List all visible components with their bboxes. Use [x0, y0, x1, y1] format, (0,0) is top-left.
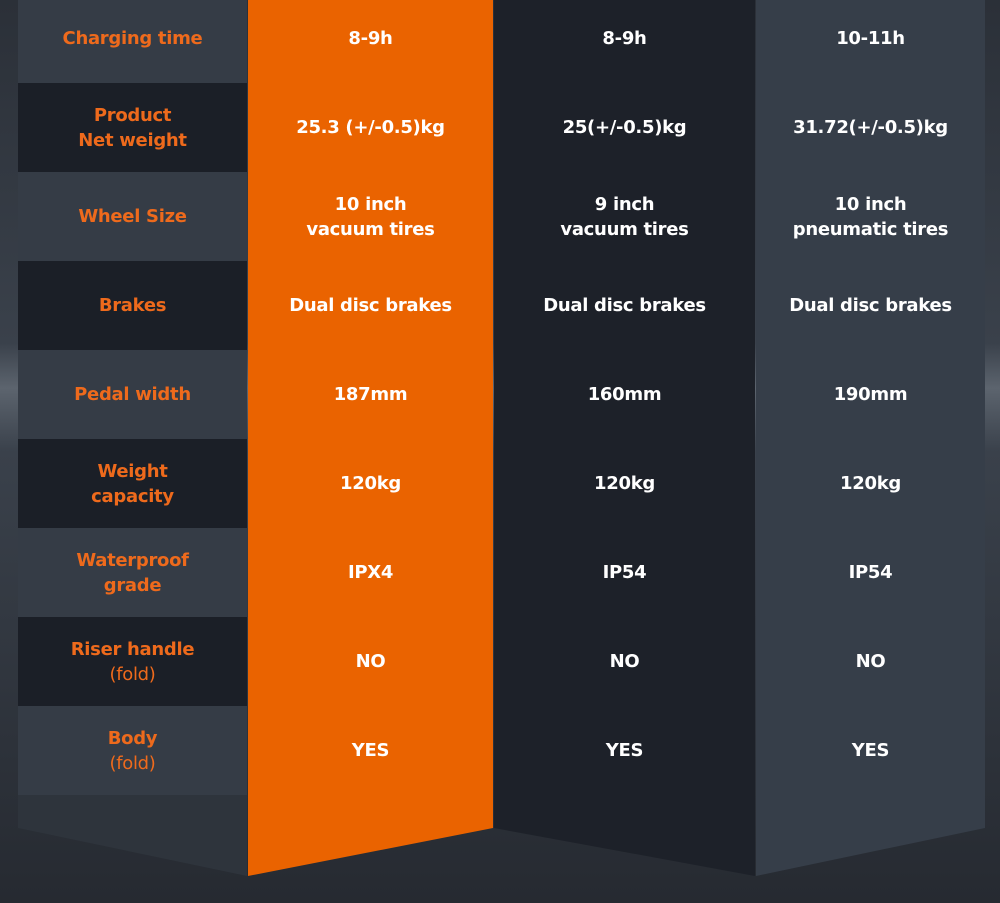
value-line: IP54: [848, 562, 893, 583]
row-value: 8-9h: [494, 0, 755, 83]
row-value: 10 inch vacuum tires: [248, 172, 493, 261]
value-line: 120kg: [840, 473, 901, 494]
label-band: [18, 528, 247, 617]
value-line: 25(+/-0.5)kg: [562, 117, 687, 138]
label-band: [18, 0, 247, 83]
label-band: [18, 172, 247, 261]
orange-column: [248, 0, 493, 876]
value-line: 10 inch: [334, 193, 407, 215]
label-line: Product: [93, 104, 172, 126]
label-line: Charging time: [62, 28, 203, 49]
row-value: 9 inch vacuum tires: [494, 172, 755, 261]
row-value: Dual disc brakes: [756, 261, 985, 350]
row-value: 10 inch pneumatic tires: [756, 172, 985, 261]
value-line: IPX4: [347, 562, 394, 583]
row-value: NO: [756, 617, 985, 706]
label-line: Body: [107, 727, 158, 749]
value-line: 120kg: [594, 473, 655, 494]
label-line: Wheel Size: [78, 206, 187, 227]
row-value: YES: [248, 706, 493, 795]
row-label: Wheel Size: [18, 172, 247, 261]
row-label: Waterproof grade: [18, 528, 247, 617]
label-line: Waterproof: [76, 549, 189, 571]
row-value: IP54: [756, 528, 985, 617]
value-line: 10-11h: [836, 28, 905, 49]
value-line: 8-9h: [348, 28, 393, 49]
label-line: Weight: [97, 460, 168, 482]
label-line: Net weight: [78, 129, 187, 151]
label-band: [18, 350, 247, 439]
value-line: vacuum tires: [306, 218, 435, 240]
value-line: 187mm: [333, 384, 408, 405]
value-line: 9 inch: [594, 193, 655, 215]
row-value: 120kg: [756, 439, 985, 528]
value-line: NO: [609, 651, 640, 672]
row-value: NO: [248, 617, 493, 706]
label-line: Pedal width: [74, 384, 191, 405]
value-line: Dual disc brakes: [789, 295, 952, 316]
value-line: 25.3 (+/-0.5)kg: [296, 117, 445, 138]
row-label: Weight capacity: [18, 439, 247, 528]
dark-column: [494, 0, 755, 876]
row-value: NO: [494, 617, 755, 706]
value-line: NO: [355, 651, 386, 672]
gray-column: [756, 0, 985, 876]
row-value: 10-11h: [756, 0, 985, 83]
label-band: [18, 439, 247, 528]
row-value: IP54: [494, 528, 755, 617]
row-value: 31.72(+/-0.5)kg: [756, 83, 985, 172]
row-value: 160mm: [494, 350, 755, 439]
label-line: (fold): [109, 663, 156, 685]
label-line: (fold): [109, 752, 156, 774]
row-value: 25(+/-0.5)kg: [494, 83, 755, 172]
row-value: 25.3 (+/-0.5)kg: [248, 83, 493, 172]
value-line: YES: [851, 740, 890, 761]
value-line: 190mm: [833, 384, 908, 405]
value-line: 160mm: [587, 384, 662, 405]
label-band: [18, 261, 247, 350]
value-line: YES: [351, 740, 390, 761]
value-line: 120kg: [340, 473, 401, 494]
value-line: pneumatic tires: [792, 218, 949, 240]
value-line: YES: [605, 740, 644, 761]
row-value: YES: [494, 706, 755, 795]
value-line: IP54: [602, 562, 647, 583]
row-label: Pedal width: [18, 350, 247, 439]
row-label: Body (fold): [18, 706, 247, 795]
row-value: 8-9h: [248, 0, 493, 83]
label-band: [18, 617, 247, 706]
label-band: [18, 83, 247, 172]
row-value: Dual disc brakes: [494, 261, 755, 350]
label-line: Riser handle: [70, 638, 195, 660]
row-label: Brakes: [18, 261, 247, 350]
row-value: 120kg: [494, 439, 755, 528]
label-line: Brakes: [98, 295, 167, 316]
row-value: Dual disc brakes: [248, 261, 493, 350]
value-line: Dual disc brakes: [543, 295, 706, 316]
row-value: YES: [756, 706, 985, 795]
label-line: capacity: [91, 485, 174, 507]
row-label: Riser handle (fold): [18, 617, 247, 706]
row-value: 190mm: [756, 350, 985, 439]
value-line: 8-9h: [602, 28, 647, 49]
row-value: IPX4: [248, 528, 493, 617]
row-label: Product Net weight: [18, 83, 247, 172]
row-value: 120kg: [248, 439, 493, 528]
row-label: Charging time: [18, 0, 247, 83]
label-band: [18, 706, 247, 795]
value-line: Dual disc brakes: [289, 295, 452, 316]
value-line: 10 inch: [834, 193, 907, 215]
value-line: 31.72(+/-0.5)kg: [793, 117, 948, 138]
value-line: NO: [855, 651, 886, 672]
value-line: vacuum tires: [560, 218, 689, 240]
row-value: 187mm: [248, 350, 493, 439]
label-line: grade: [103, 574, 162, 596]
